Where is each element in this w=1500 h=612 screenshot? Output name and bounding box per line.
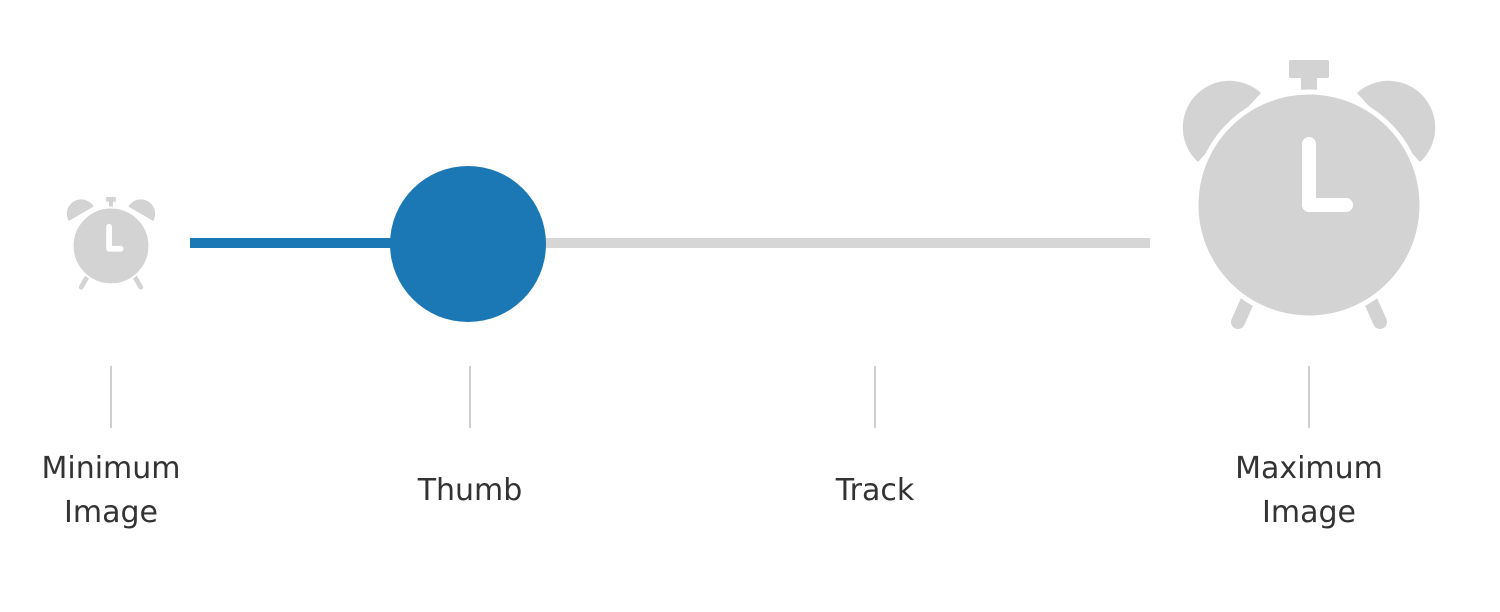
slider-track[interactable]	[190, 238, 1150, 248]
minimum-alarm-clock-icon	[66, 196, 156, 290]
track-label: Track	[835, 473, 915, 508]
maximum-image-leader-line	[1308, 366, 1310, 428]
thumb-leader-line	[469, 366, 471, 428]
maximum-image-label: Maximum Image	[1235, 451, 1383, 530]
maximum-alarm-clock-icon	[1182, 60, 1436, 329]
minimum-image-label: Minimum Image	[41, 451, 181, 530]
slider-track-fill	[190, 238, 469, 248]
minimum-image-leader-line	[110, 366, 112, 428]
track-leader-line	[874, 366, 876, 428]
thumb-label: Thumb	[417, 473, 523, 508]
slider-thumb[interactable]	[390, 166, 547, 322]
